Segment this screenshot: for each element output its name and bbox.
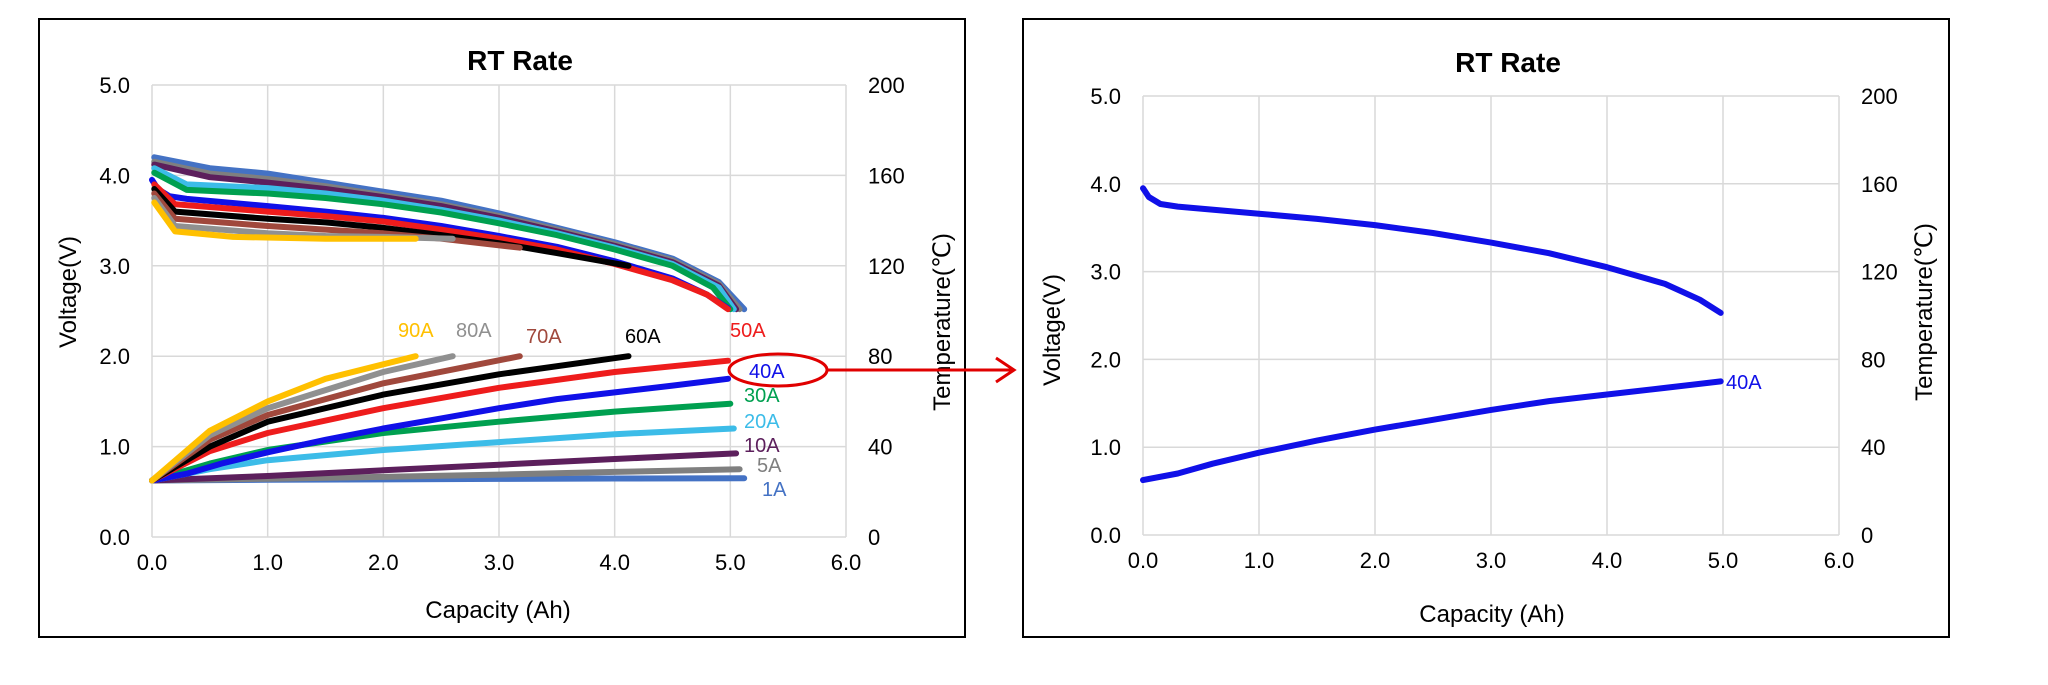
voltage-line-90a <box>151 199 419 242</box>
y-tick-label: 3.0 <box>1090 260 1121 285</box>
x-tick-label: 6.0 <box>831 550 862 575</box>
y-tick-label: 5.0 <box>1090 84 1121 109</box>
y-tick-label: 1.0 <box>1090 435 1121 460</box>
y-tick-label: 1.0 <box>99 435 130 460</box>
temperature-line-40a <box>149 375 731 484</box>
y-axis-title: Voltage(V) <box>1039 274 1066 386</box>
y2-tick-label: 80 <box>1861 347 1885 372</box>
series-40a: 40A <box>1140 185 1762 484</box>
series-label-80a: 80A <box>456 320 492 342</box>
series-60a: 60A <box>149 186 661 484</box>
gridlines <box>1142 95 1840 536</box>
voltage-line-40a <box>1140 185 1724 316</box>
y-axis-title: Voltage(V) <box>55 236 82 348</box>
y2-tick-label: 160 <box>1861 172 1898 197</box>
temperature-line-90a <box>149 353 419 484</box>
y2-tick-label: 200 <box>868 73 905 98</box>
y-tick-label: 3.0 <box>99 254 130 279</box>
y2-tick-label: 120 <box>1861 260 1898 285</box>
series-label-60a: 60A <box>625 326 661 348</box>
x-axis-title: Capacity (Ah) <box>425 597 570 624</box>
y2-tick-label: 80 <box>868 344 892 369</box>
y-tick-label: 4.0 <box>1090 172 1121 197</box>
x-tick-label: 3.0 <box>484 550 515 575</box>
series-label-50a: 50A <box>730 320 766 342</box>
temperature-line-80a <box>149 353 456 484</box>
y2-tick-label: 40 <box>868 435 892 460</box>
x-axis-title: Capacity (Ah) <box>1419 601 1564 628</box>
y2-tick-label: 0 <box>868 525 880 550</box>
series-label-70a: 70A <box>526 326 562 348</box>
x-tick-label: 1.0 <box>252 550 283 575</box>
series-50a: 50A <box>149 181 766 484</box>
series-label-20a: 20A <box>744 411 780 433</box>
voltage-line-60a <box>151 186 632 269</box>
y-tick-label: 0.0 <box>1090 523 1121 548</box>
y2-tick-label: 200 <box>1861 84 1898 109</box>
series-label-30a: 30A <box>744 385 780 407</box>
chart-title: RT Rate <box>1455 47 1561 78</box>
x-tick-label: 0.0 <box>137 550 168 575</box>
y-tick-label: 4.0 <box>99 163 130 188</box>
y-tick-label: 5.0 <box>99 73 130 98</box>
x-tick-label: 5.0 <box>715 550 746 575</box>
y2-axis-title: Temperature(℃) <box>1911 223 1938 401</box>
y2-tick-label: 120 <box>868 254 905 279</box>
y2-tick-label: 160 <box>868 163 905 188</box>
temperature-line-60a <box>149 353 632 484</box>
x-tick-label: 5.0 <box>1708 548 1739 573</box>
left-chart-panel <box>38 18 966 638</box>
series-30a: 30A <box>149 169 780 484</box>
x-tick-label: 6.0 <box>1824 548 1855 573</box>
chart-40a-detail: RT Rate Capacity (Ah) Voltage(V) Tempera… <box>1039 47 1938 628</box>
x-tick-label: 0.0 <box>1128 548 1159 573</box>
temperature-line-50a <box>149 357 731 484</box>
series-label-10a: 10A <box>744 435 780 457</box>
connector-arrowhead <box>995 356 1017 384</box>
chart-title: RT Rate <box>467 45 573 76</box>
series-label-90a: 90A <box>398 320 434 342</box>
x-tick-label: 3.0 <box>1476 548 1507 573</box>
voltage-line-30a <box>151 169 734 313</box>
y-tick-label: 2.0 <box>99 344 130 369</box>
y2-tick-label: 40 <box>1861 435 1885 460</box>
series-label-40a: 40A <box>749 361 785 383</box>
x-tick-label: 2.0 <box>1360 548 1391 573</box>
x-tick-label: 2.0 <box>368 550 399 575</box>
temperature-line-10a <box>149 450 740 484</box>
voltage-line-50a <box>151 181 731 313</box>
x-tick-label: 4.0 <box>599 550 630 575</box>
y2-tick-label: 0 <box>1861 523 1873 548</box>
temperature-line-40a <box>1140 378 1724 484</box>
y2-axis-title: Temperature(℃) <box>929 233 956 411</box>
x-tick-label: 4.0 <box>1592 548 1623 573</box>
highlight-connector <box>727 352 1017 388</box>
y-tick-label: 2.0 <box>1090 347 1121 372</box>
series-label-40a: 40A <box>1726 372 1762 394</box>
chart-all-rates: RT Rate Capacity (Ah) Voltage(V) Tempera… <box>55 45 956 624</box>
x-tick-label: 1.0 <box>1244 548 1275 573</box>
series-label-1a: 1A <box>762 479 787 501</box>
series-90a: 90A <box>149 199 434 484</box>
series-label-5a: 5A <box>757 455 782 477</box>
y-tick-label: 0.0 <box>99 525 130 550</box>
temperature-line-30a <box>149 400 734 484</box>
